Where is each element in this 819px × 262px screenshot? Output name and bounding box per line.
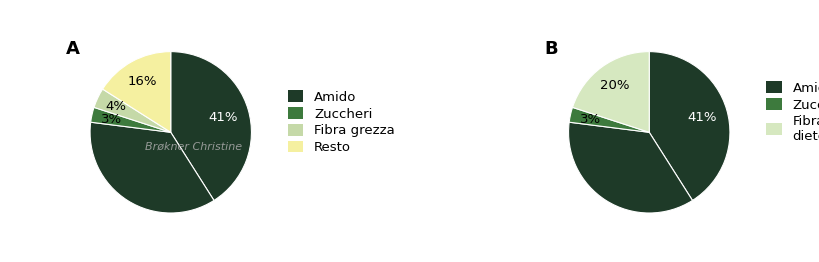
Text: 20%: 20% — [600, 79, 629, 92]
Text: 3%: 3% — [579, 113, 600, 125]
Legend: Amido, Zuccheri, Fibra
dietetica: Amido, Zuccheri, Fibra dietetica — [760, 76, 819, 148]
Wedge shape — [568, 122, 691, 213]
Text: Brøkner Christine: Brøkner Christine — [145, 142, 242, 152]
Wedge shape — [170, 52, 251, 200]
Wedge shape — [572, 52, 649, 132]
Text: 41%: 41% — [686, 111, 716, 123]
Legend: Amido, Zuccheri, Fibra grezza, Resto: Amido, Zuccheri, Fibra grezza, Resto — [282, 85, 400, 159]
Text: 16%: 16% — [128, 75, 157, 88]
Text: 41%: 41% — [209, 111, 238, 123]
Text: B: B — [544, 40, 557, 58]
Text: A: A — [66, 40, 79, 58]
Wedge shape — [568, 107, 649, 132]
Text: 4%: 4% — [106, 100, 126, 113]
Wedge shape — [94, 89, 170, 132]
Wedge shape — [90, 122, 214, 213]
Wedge shape — [102, 52, 170, 132]
Wedge shape — [649, 52, 729, 200]
Wedge shape — [91, 107, 170, 132]
Text: 3%: 3% — [101, 113, 122, 125]
